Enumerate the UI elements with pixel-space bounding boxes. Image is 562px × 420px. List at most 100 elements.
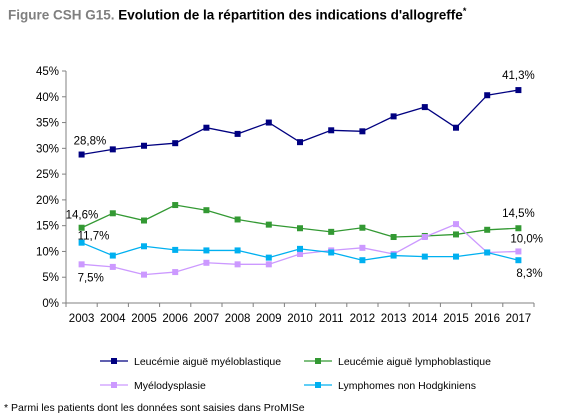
data-point <box>453 231 459 238</box>
data-label: 14,5% <box>502 208 535 220</box>
x-tick-label: 2005 <box>131 313 157 325</box>
data-point <box>172 246 179 253</box>
data-label: 7,5% <box>78 272 104 284</box>
data-point <box>515 257 522 264</box>
title-footnote-mark: * <box>462 6 467 16</box>
data-point <box>109 263 116 270</box>
data-point <box>297 225 303 232</box>
data-point <box>390 113 397 120</box>
legend-label: Leucémie aiguë lymphoblastique <box>338 356 491 368</box>
x-tick-label: 2012 <box>350 313 376 325</box>
legend-marker <box>315 358 321 364</box>
y-tick-label: 10% <box>36 246 59 258</box>
data-label: 41,3% <box>502 70 535 82</box>
x-tick-label: 2010 <box>287 313 313 325</box>
y-tick-label: 30% <box>36 143 59 155</box>
data-point <box>484 226 491 233</box>
footnote: * Parmi les patients dont les données so… <box>4 402 305 414</box>
data-point <box>328 249 335 256</box>
data-point <box>297 251 303 258</box>
data-point <box>78 261 85 268</box>
x-tick-label: 2016 <box>474 313 500 325</box>
x-tick-label: 2013 <box>381 313 407 325</box>
data-point <box>265 254 272 261</box>
data-point <box>203 259 210 266</box>
data-point <box>297 245 303 252</box>
data-point <box>234 261 241 268</box>
data-point <box>234 247 241 254</box>
data-point <box>328 127 335 134</box>
data-point <box>484 92 491 99</box>
title-text: Evolution de la répartition des indicati… <box>118 7 463 23</box>
data-point <box>234 130 241 137</box>
x-tick-label: 2008 <box>225 313 251 325</box>
data-point <box>453 221 459 228</box>
data-point <box>390 234 397 241</box>
data-point <box>141 142 147 149</box>
data-point <box>141 271 147 278</box>
data-point <box>78 151 85 158</box>
data-point <box>359 128 366 135</box>
data-point <box>421 104 428 111</box>
y-tick-label: 15% <box>36 221 59 233</box>
data-point <box>109 146 116 153</box>
data-label: 10,0% <box>510 233 543 245</box>
data-label: 14,6% <box>66 210 99 222</box>
data-point <box>265 221 272 228</box>
legend-label: Lymphomes non Hodgkiniens <box>338 380 476 392</box>
data-point <box>78 224 85 231</box>
x-tick-label: 2004 <box>100 313 126 325</box>
x-tick-label: 2009 <box>256 313 282 325</box>
data-point <box>297 139 303 146</box>
x-tick-label: 2017 <box>506 313 532 325</box>
y-tick-label: 5% <box>42 272 59 284</box>
data-point <box>203 124 210 131</box>
data-point <box>359 224 366 231</box>
data-point <box>515 225 522 232</box>
data-label: 11,7% <box>78 231 110 243</box>
data-point <box>390 252 397 259</box>
data-point <box>109 252 116 259</box>
data-point <box>172 140 179 147</box>
legend-marker <box>315 382 321 388</box>
data-point <box>234 216 241 223</box>
data-point <box>359 244 366 251</box>
y-tick-label: 45% <box>36 66 59 78</box>
x-tick-label: 2007 <box>194 313 220 325</box>
y-tick-label: 0% <box>42 298 59 310</box>
data-point <box>484 249 491 256</box>
data-point <box>203 207 210 214</box>
data-point <box>515 248 522 255</box>
data-point <box>172 269 179 276</box>
data-point <box>109 210 116 217</box>
data-label: 28,8% <box>74 136 107 148</box>
data-label: 8,3% <box>516 268 542 280</box>
y-tick-label: 20% <box>36 195 59 207</box>
legend-marker <box>111 382 117 388</box>
x-tick-label: 2003 <box>69 313 95 325</box>
figure-number: Figure CSH G15. <box>8 7 115 23</box>
data-point <box>265 261 272 268</box>
data-point <box>515 87 522 94</box>
x-tick-label: 2014 <box>412 313 438 325</box>
data-point <box>359 257 366 264</box>
x-tick-label: 2006 <box>162 313 188 325</box>
y-tick-label: 35% <box>36 118 59 130</box>
data-point <box>265 119 272 126</box>
chart-title: Figure CSH G15. Evolution de la répartit… <box>8 6 466 23</box>
data-point <box>203 247 210 254</box>
data-point <box>78 239 85 246</box>
legend-label: Leucémie aiguë myéloblastique <box>134 356 281 368</box>
data-point <box>328 228 335 235</box>
series-line-2 <box>81 204 519 238</box>
data-point <box>453 253 459 260</box>
data-point <box>172 202 179 209</box>
data-point <box>141 217 147 224</box>
legend-label: Myélodysplasie <box>134 380 206 392</box>
y-tick-label: 25% <box>36 169 59 181</box>
data-point <box>421 253 428 260</box>
x-tick-label: 2015 <box>443 313 469 325</box>
y-tick-label: 40% <box>36 92 59 104</box>
legend-marker <box>111 358 117 364</box>
